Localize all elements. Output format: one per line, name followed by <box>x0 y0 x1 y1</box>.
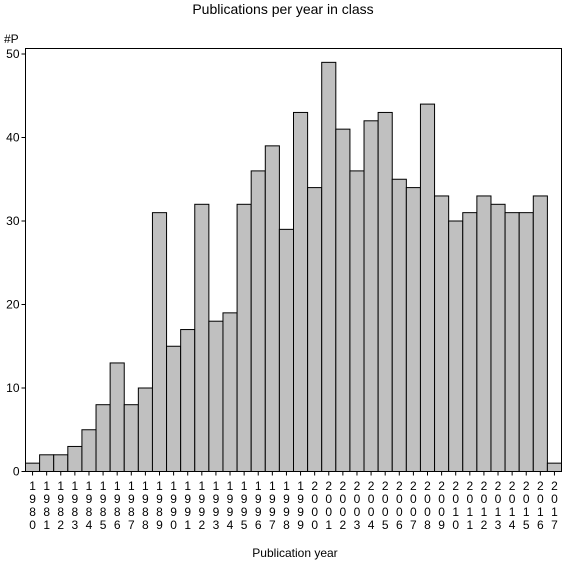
bar-1987 <box>123 404 139 473</box>
bar-2005 <box>377 111 393 472</box>
bar-1986 <box>109 362 125 473</box>
bar-1993 <box>208 320 224 473</box>
bar-2006 <box>391 178 407 472</box>
bar-2015 <box>518 212 534 472</box>
y-tick-label: 30 <box>6 214 20 228</box>
bar-2014 <box>504 212 520 472</box>
bar-1982 <box>53 454 69 472</box>
bar-2011 <box>462 212 478 472</box>
bar-1984 <box>81 429 97 472</box>
bar-2002 <box>335 128 351 472</box>
bar-2010 <box>448 220 464 472</box>
bar-2009 <box>434 195 450 472</box>
bar-1996 <box>250 170 266 472</box>
plot-frame <box>25 48 562 472</box>
y-tick-label: 20 <box>6 298 20 312</box>
y-tick-label: 10 <box>6 381 20 395</box>
y-tick-label: 50 <box>6 47 20 61</box>
bar-1994 <box>222 312 238 472</box>
bar-1983 <box>67 445 83 473</box>
bar-1999 <box>293 111 309 472</box>
bars-group <box>25 61 563 473</box>
bar-2001 <box>321 61 337 472</box>
bar-1997 <box>264 145 280 472</box>
bar-1988 <box>137 387 153 472</box>
x-axis-label: Publication year <box>252 546 337 560</box>
bar-1991 <box>180 329 196 472</box>
bar-2016 <box>532 195 548 472</box>
bar-2000 <box>307 187 323 472</box>
y-tick-label: 40 <box>6 131 20 145</box>
x-axis: 1 9 8 0 1 9 8 1 1 9 8 2 1 9 8 3 1 9 8 4 1 9 8 5 1 9 8 6 1 9 8 7 1 9 8 8 1 9 8 9… <box>29 471 558 532</box>
bar-1990 <box>166 345 182 472</box>
bar-1992 <box>194 203 210 473</box>
bar-1980 <box>25 462 41 472</box>
bar-2003 <box>349 170 365 472</box>
bar-2012 <box>476 195 492 472</box>
bar-2008 <box>419 103 436 472</box>
y-axis-label: #P <box>4 32 19 46</box>
y-axis: 0 10 20 30 40 50 <box>6 47 26 479</box>
bar-1998 <box>278 228 295 472</box>
bar-2007 <box>405 187 421 472</box>
bar-1989 <box>151 212 168 472</box>
bar-1985 <box>95 404 111 473</box>
y-tick-label: 0 <box>13 465 20 479</box>
bar-1981 <box>39 454 55 472</box>
bar-1995 <box>236 203 252 473</box>
bar-2017 <box>546 462 563 472</box>
bar-2013 <box>490 203 506 473</box>
bar-2004 <box>363 120 379 473</box>
chart-title: Publications per year in class <box>192 1 373 17</box>
